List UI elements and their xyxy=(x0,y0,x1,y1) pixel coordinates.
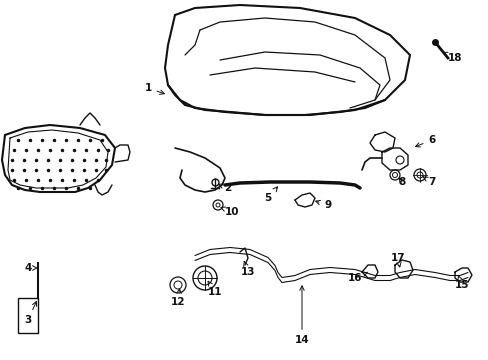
Text: 4: 4 xyxy=(24,263,37,273)
Text: 15: 15 xyxy=(454,276,468,290)
Text: 11: 11 xyxy=(207,281,222,297)
Text: 16: 16 xyxy=(347,272,367,283)
Text: 3: 3 xyxy=(24,302,37,325)
Text: 6: 6 xyxy=(415,135,435,147)
Text: 18: 18 xyxy=(442,52,461,63)
Text: 7: 7 xyxy=(422,177,435,187)
Text: 2: 2 xyxy=(218,183,231,193)
Text: 10: 10 xyxy=(221,207,239,217)
Text: 1: 1 xyxy=(144,83,164,94)
Text: 12: 12 xyxy=(170,289,185,307)
Text: 14: 14 xyxy=(294,286,309,345)
Text: 8: 8 xyxy=(398,177,405,187)
Text: 5: 5 xyxy=(264,187,277,203)
Text: 17: 17 xyxy=(390,253,405,267)
Bar xyxy=(18,298,38,333)
Text: 13: 13 xyxy=(240,261,255,277)
Text: 9: 9 xyxy=(315,200,331,210)
